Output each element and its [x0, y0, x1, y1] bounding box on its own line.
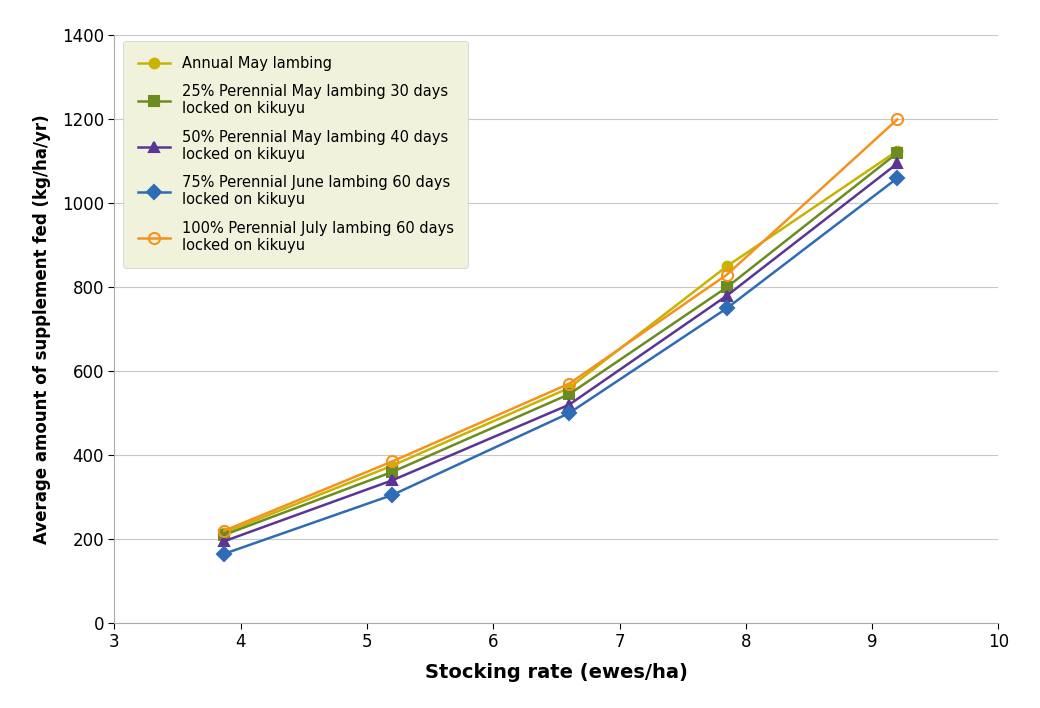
75% Perennial June lambing 60 days
locked on kikuyu [563, 409, 575, 418]
50% Perennial May lambing 40 days
locked on kikuyu [563, 401, 575, 409]
Annual May lambing [563, 384, 575, 392]
100% Perennial July lambing 60 days
locked on kikuyu [721, 270, 733, 279]
Line: 50% Perennial May lambing 40 days
locked on kikuyu: 50% Perennial May lambing 40 days locked… [219, 159, 903, 546]
Line: Annual May lambing: Annual May lambing [219, 146, 903, 537]
50% Perennial May lambing 40 days
locked on kikuyu [386, 476, 398, 484]
X-axis label: Stocking rate (ewes/ha): Stocking rate (ewes/ha) [425, 663, 687, 682]
25% Perennial May lambing 30 days
locked on kikuyu [218, 531, 231, 539]
75% Perennial June lambing 60 days
locked on kikuyu [218, 549, 231, 558]
25% Perennial May lambing 30 days
locked on kikuyu [386, 468, 398, 476]
75% Perennial June lambing 60 days
locked on kikuyu [721, 304, 733, 312]
Annual May lambing [218, 529, 231, 537]
Legend: Annual May lambing, 25% Perennial May lambing 30 days
locked on kikuyu, 50% Pere: Annual May lambing, 25% Perennial May la… [124, 41, 468, 268]
100% Perennial July lambing 60 days
locked on kikuyu [218, 527, 231, 535]
100% Perennial July lambing 60 days
locked on kikuyu [563, 379, 575, 388]
25% Perennial May lambing 30 days
locked on kikuyu [891, 149, 904, 157]
Line: 100% Perennial July lambing 60 days
locked on kikuyu: 100% Perennial July lambing 60 days lock… [218, 114, 903, 536]
Line: 25% Perennial May lambing 30 days
locked on kikuyu: 25% Perennial May lambing 30 days locked… [219, 148, 903, 539]
75% Perennial June lambing 60 days
locked on kikuyu [386, 491, 398, 499]
50% Perennial May lambing 40 days
locked on kikuyu [721, 292, 733, 300]
50% Perennial May lambing 40 days
locked on kikuyu [891, 159, 904, 168]
50% Perennial May lambing 40 days
locked on kikuyu [218, 537, 231, 545]
Annual May lambing [891, 147, 904, 155]
25% Perennial May lambing 30 days
locked on kikuyu [721, 283, 733, 292]
Line: 75% Perennial June lambing 60 days
locked on kikuyu: 75% Perennial June lambing 60 days locke… [219, 173, 903, 559]
100% Perennial July lambing 60 days
locked on kikuyu [891, 115, 904, 124]
75% Perennial June lambing 60 days
locked on kikuyu [891, 174, 904, 183]
Annual May lambing [386, 462, 398, 470]
Y-axis label: Average amount of supplement fed (kg/ha/yr): Average amount of supplement fed (kg/ha/… [32, 115, 51, 544]
100% Perennial July lambing 60 days
locked on kikuyu [386, 457, 398, 466]
Annual May lambing [721, 262, 733, 270]
25% Perennial May lambing 30 days
locked on kikuyu [563, 390, 575, 399]
